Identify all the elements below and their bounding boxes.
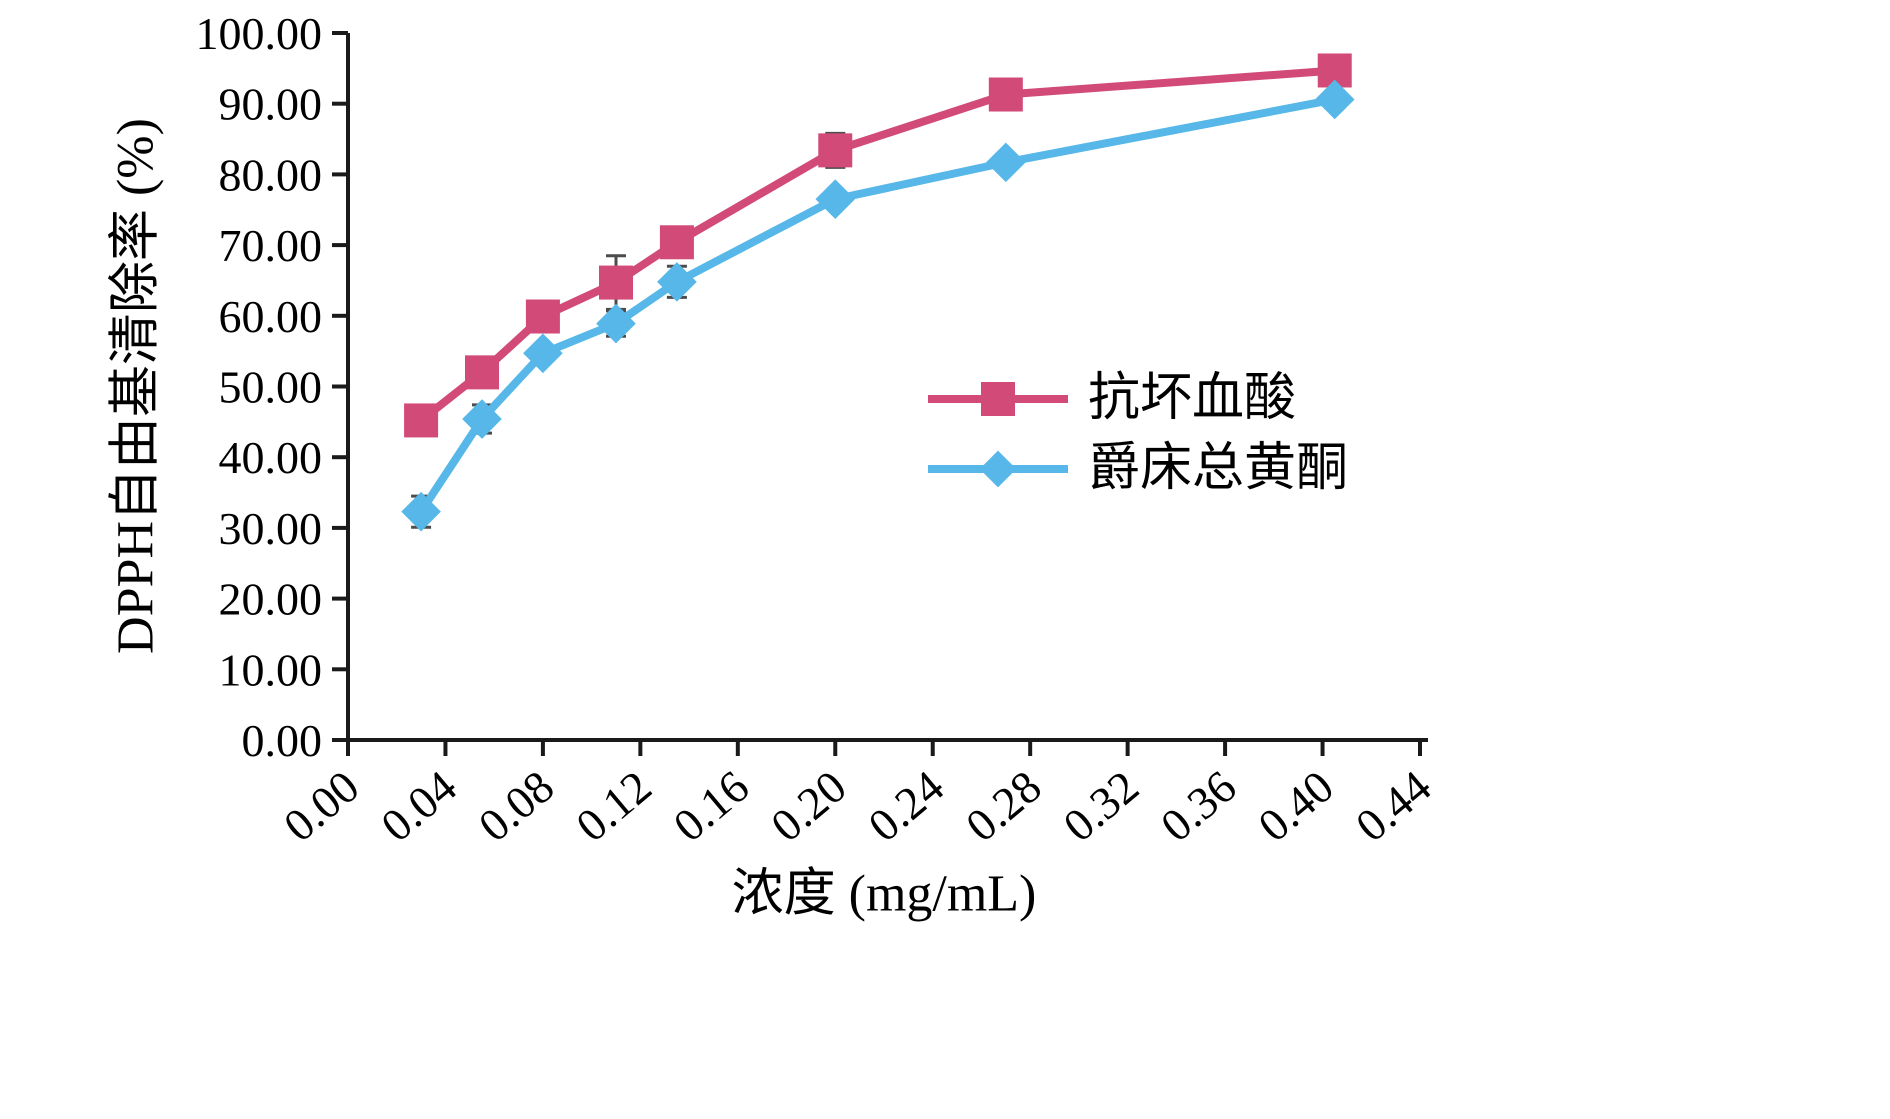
svg-text:0.36: 0.36 <box>1151 761 1245 852</box>
x-axis-ticks: 0.00 0.04 0.08 0.12 0.16 0.20 0.24 0.28 0.32 0.36… <box>274 740 1440 851</box>
svg-text:50.00: 50.00 <box>219 362 323 413</box>
series-1 <box>401 79 1355 532</box>
svg-text:0.08: 0.08 <box>469 761 563 852</box>
svg-text:0.32: 0.32 <box>1054 761 1148 852</box>
legend-label-ascorbic-acid: 抗坏血酸 <box>1088 370 1297 427</box>
x-axis-title: 浓度 (mg/mL) <box>731 865 1037 923</box>
legend: 抗坏血酸 爵床总黄酮 <box>928 364 1348 504</box>
svg-text:40.00: 40.00 <box>219 432 323 483</box>
svg-text:0.28: 0.28 <box>956 761 1050 852</box>
square-marker-icon <box>928 381 1068 417</box>
svg-text:0.04: 0.04 <box>371 761 465 852</box>
svg-text:0.12: 0.12 <box>566 761 660 852</box>
series-0 <box>404 53 1352 438</box>
legend-label-total-flavonoids: 爵床总黄酮 <box>1088 440 1349 497</box>
svg-text:60.00: 60.00 <box>219 291 323 342</box>
svg-text:0.20: 0.20 <box>761 761 855 852</box>
svg-text:10.00: 10.00 <box>219 644 323 695</box>
svg-text:90.00: 90.00 <box>219 79 323 130</box>
svg-text:0.00: 0.00 <box>274 761 368 852</box>
y-axis-title: DPPH自由基清除率 (%) <box>107 118 165 654</box>
diamond-marker-icon <box>928 450 1068 488</box>
svg-text:30.00: 30.00 <box>219 503 323 554</box>
y-axis-ticks: 0.00 10.00 20.00 30.00 40.00 50.00 60.00 70.00 8… <box>196 8 348 766</box>
svg-text:0.00: 0.00 <box>242 715 323 766</box>
legend-item-ascorbic-acid: 抗坏血酸 <box>928 364 1348 434</box>
svg-text:0.16: 0.16 <box>664 761 758 852</box>
svg-text:0.24: 0.24 <box>859 761 953 852</box>
svg-text:70.00: 70.00 <box>219 220 323 271</box>
svg-text:100.00: 100.00 <box>196 8 323 59</box>
svg-text:80.00: 80.00 <box>219 149 323 200</box>
svg-text:0.44: 0.44 <box>1346 761 1440 852</box>
svg-text:0.40: 0.40 <box>1249 761 1343 852</box>
svg-text:20.00: 20.00 <box>219 574 323 625</box>
legend-item-total-flavonoids: 爵床总黄酮 <box>928 434 1348 504</box>
